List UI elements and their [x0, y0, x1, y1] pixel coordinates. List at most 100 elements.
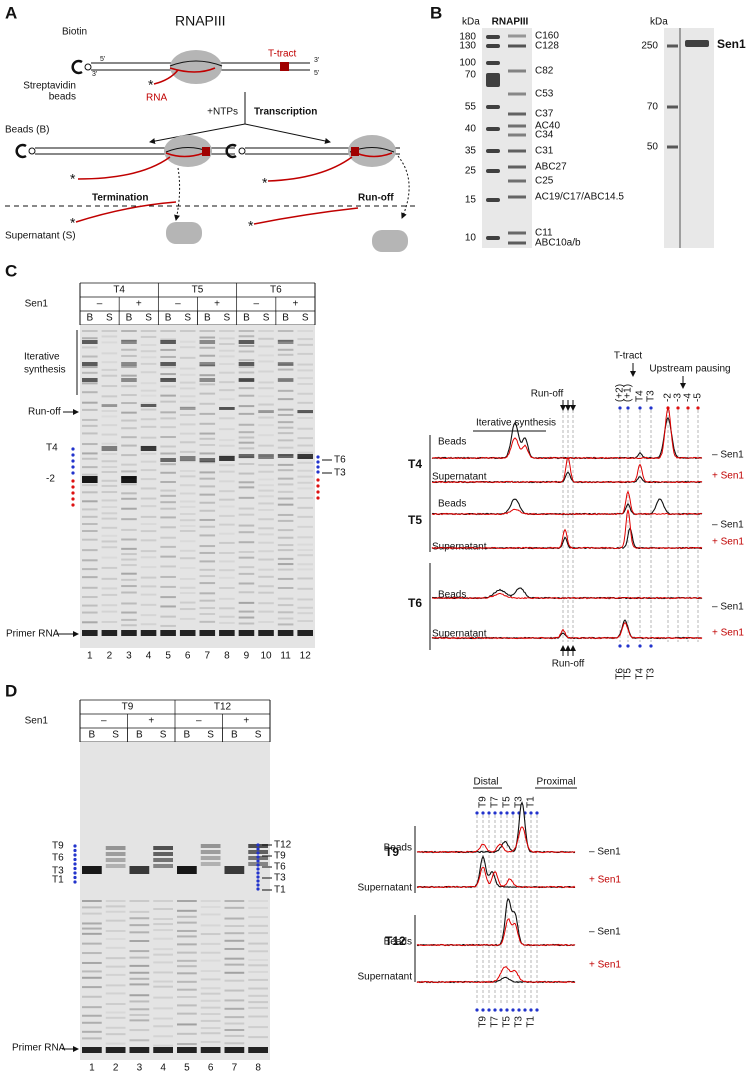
gel-band: [238, 394, 255, 397]
fraction-label: Beads: [438, 499, 466, 510]
gel-band: [258, 424, 274, 427]
gel-band: [177, 866, 197, 874]
asterisk: *: [70, 171, 76, 187]
gel-band: [179, 484, 196, 487]
gel-band: [179, 414, 196, 417]
gel-band: [179, 450, 196, 453]
trace: [431, 416, 703, 460]
gel-band: [160, 624, 176, 627]
gel-band: [82, 340, 98, 344]
gel-band: [219, 586, 235, 589]
gel-band: [153, 864, 173, 868]
gel-band: [224, 979, 245, 982]
gel-band: [101, 361, 118, 364]
gel-band: [219, 630, 235, 636]
gel-band: [179, 630, 196, 636]
gel-band: [486, 35, 500, 39]
gel-band: [277, 617, 294, 620]
gel-band: [297, 369, 313, 372]
position-label: T5: [502, 796, 513, 808]
gel-label: Primer RNA: [12, 1043, 66, 1054]
gel-band: [101, 409, 118, 412]
gel-band: [219, 505, 235, 508]
position-label: T7: [490, 1016, 501, 1028]
gel-band: [199, 620, 216, 623]
polymerase-label: RNAPIII: [175, 13, 226, 29]
gel-band: [153, 1007, 173, 1010]
marker-size: 35: [465, 146, 477, 157]
gel-band: [121, 340, 137, 344]
marker-dot: [73, 866, 77, 871]
gel-band: [160, 526, 176, 529]
gel-band: [277, 454, 294, 458]
gel-band: [277, 497, 294, 500]
gel-band: [258, 416, 274, 419]
marker-dot: [481, 811, 485, 815]
gel-band: [224, 1034, 245, 1037]
gel-band: [82, 866, 102, 874]
gel-band: [297, 563, 313, 566]
rna-label: RNA: [146, 93, 167, 104]
run-off-label: Run-off: [358, 193, 394, 204]
gel-band: [219, 381, 235, 384]
gel-band: [258, 337, 274, 340]
gel-band: [160, 362, 176, 366]
construct-label: T9: [122, 702, 134, 713]
gel-band: [129, 866, 150, 874]
gel-band: [219, 560, 235, 563]
subunit-label: C82: [535, 66, 554, 77]
gel-band: [199, 612, 216, 615]
gel-band: [277, 348, 294, 351]
gel-band: [297, 568, 313, 571]
gel-band: [238, 582, 255, 585]
gel-band: [82, 452, 98, 455]
gel-band: [219, 398, 235, 401]
gel-band: [101, 374, 118, 377]
gel-band: [258, 395, 274, 398]
gel-band: [82, 424, 98, 427]
gel-band: [177, 943, 197, 946]
gel-band: [153, 923, 173, 926]
gel-band: [140, 389, 157, 392]
fraction-label: Supernatant: [432, 629, 487, 640]
gel-band: [179, 407, 196, 410]
gel-band: [82, 476, 98, 483]
gel-band: [82, 473, 98, 476]
gel-band: [199, 560, 216, 563]
gel-band: [200, 978, 221, 981]
gel-band: [105, 973, 126, 976]
gel-band: [219, 371, 235, 374]
trace: [416, 897, 576, 947]
gel-band: [129, 1000, 150, 1003]
gel-band: [200, 1040, 221, 1043]
supernatant-label: Supernatant (S): [5, 231, 76, 242]
lane-number: 2: [113, 1063, 119, 1074]
gel-band: [160, 373, 176, 376]
marker-dot: [638, 644, 642, 648]
gel-band: [179, 566, 196, 569]
gel-band: [297, 497, 313, 500]
gel-band: [160, 330, 176, 332]
gel-band: [219, 355, 235, 358]
gel-band: [82, 995, 102, 998]
gel-band: [105, 1026, 126, 1029]
gel-band: [160, 411, 176, 414]
gel-band: [101, 460, 118, 463]
gel-band: [224, 947, 245, 950]
marker-dot: [618, 406, 622, 410]
gel-band: [121, 463, 137, 466]
gel-band: [129, 1039, 150, 1042]
marker-dot: [256, 843, 260, 847]
gel-band: [140, 478, 157, 481]
gel-band: [121, 385, 137, 388]
gel-band: [140, 576, 157, 579]
protein-label: Sen1: [717, 37, 746, 51]
gel-band: [82, 371, 98, 374]
position-label: -2: [663, 393, 674, 402]
gel-band: [277, 398, 294, 401]
gel-band: [258, 630, 274, 636]
gel-band: [277, 519, 294, 522]
gel-band: [219, 480, 235, 483]
gel-band: [121, 470, 137, 473]
marker-dot: [73, 871, 77, 875]
